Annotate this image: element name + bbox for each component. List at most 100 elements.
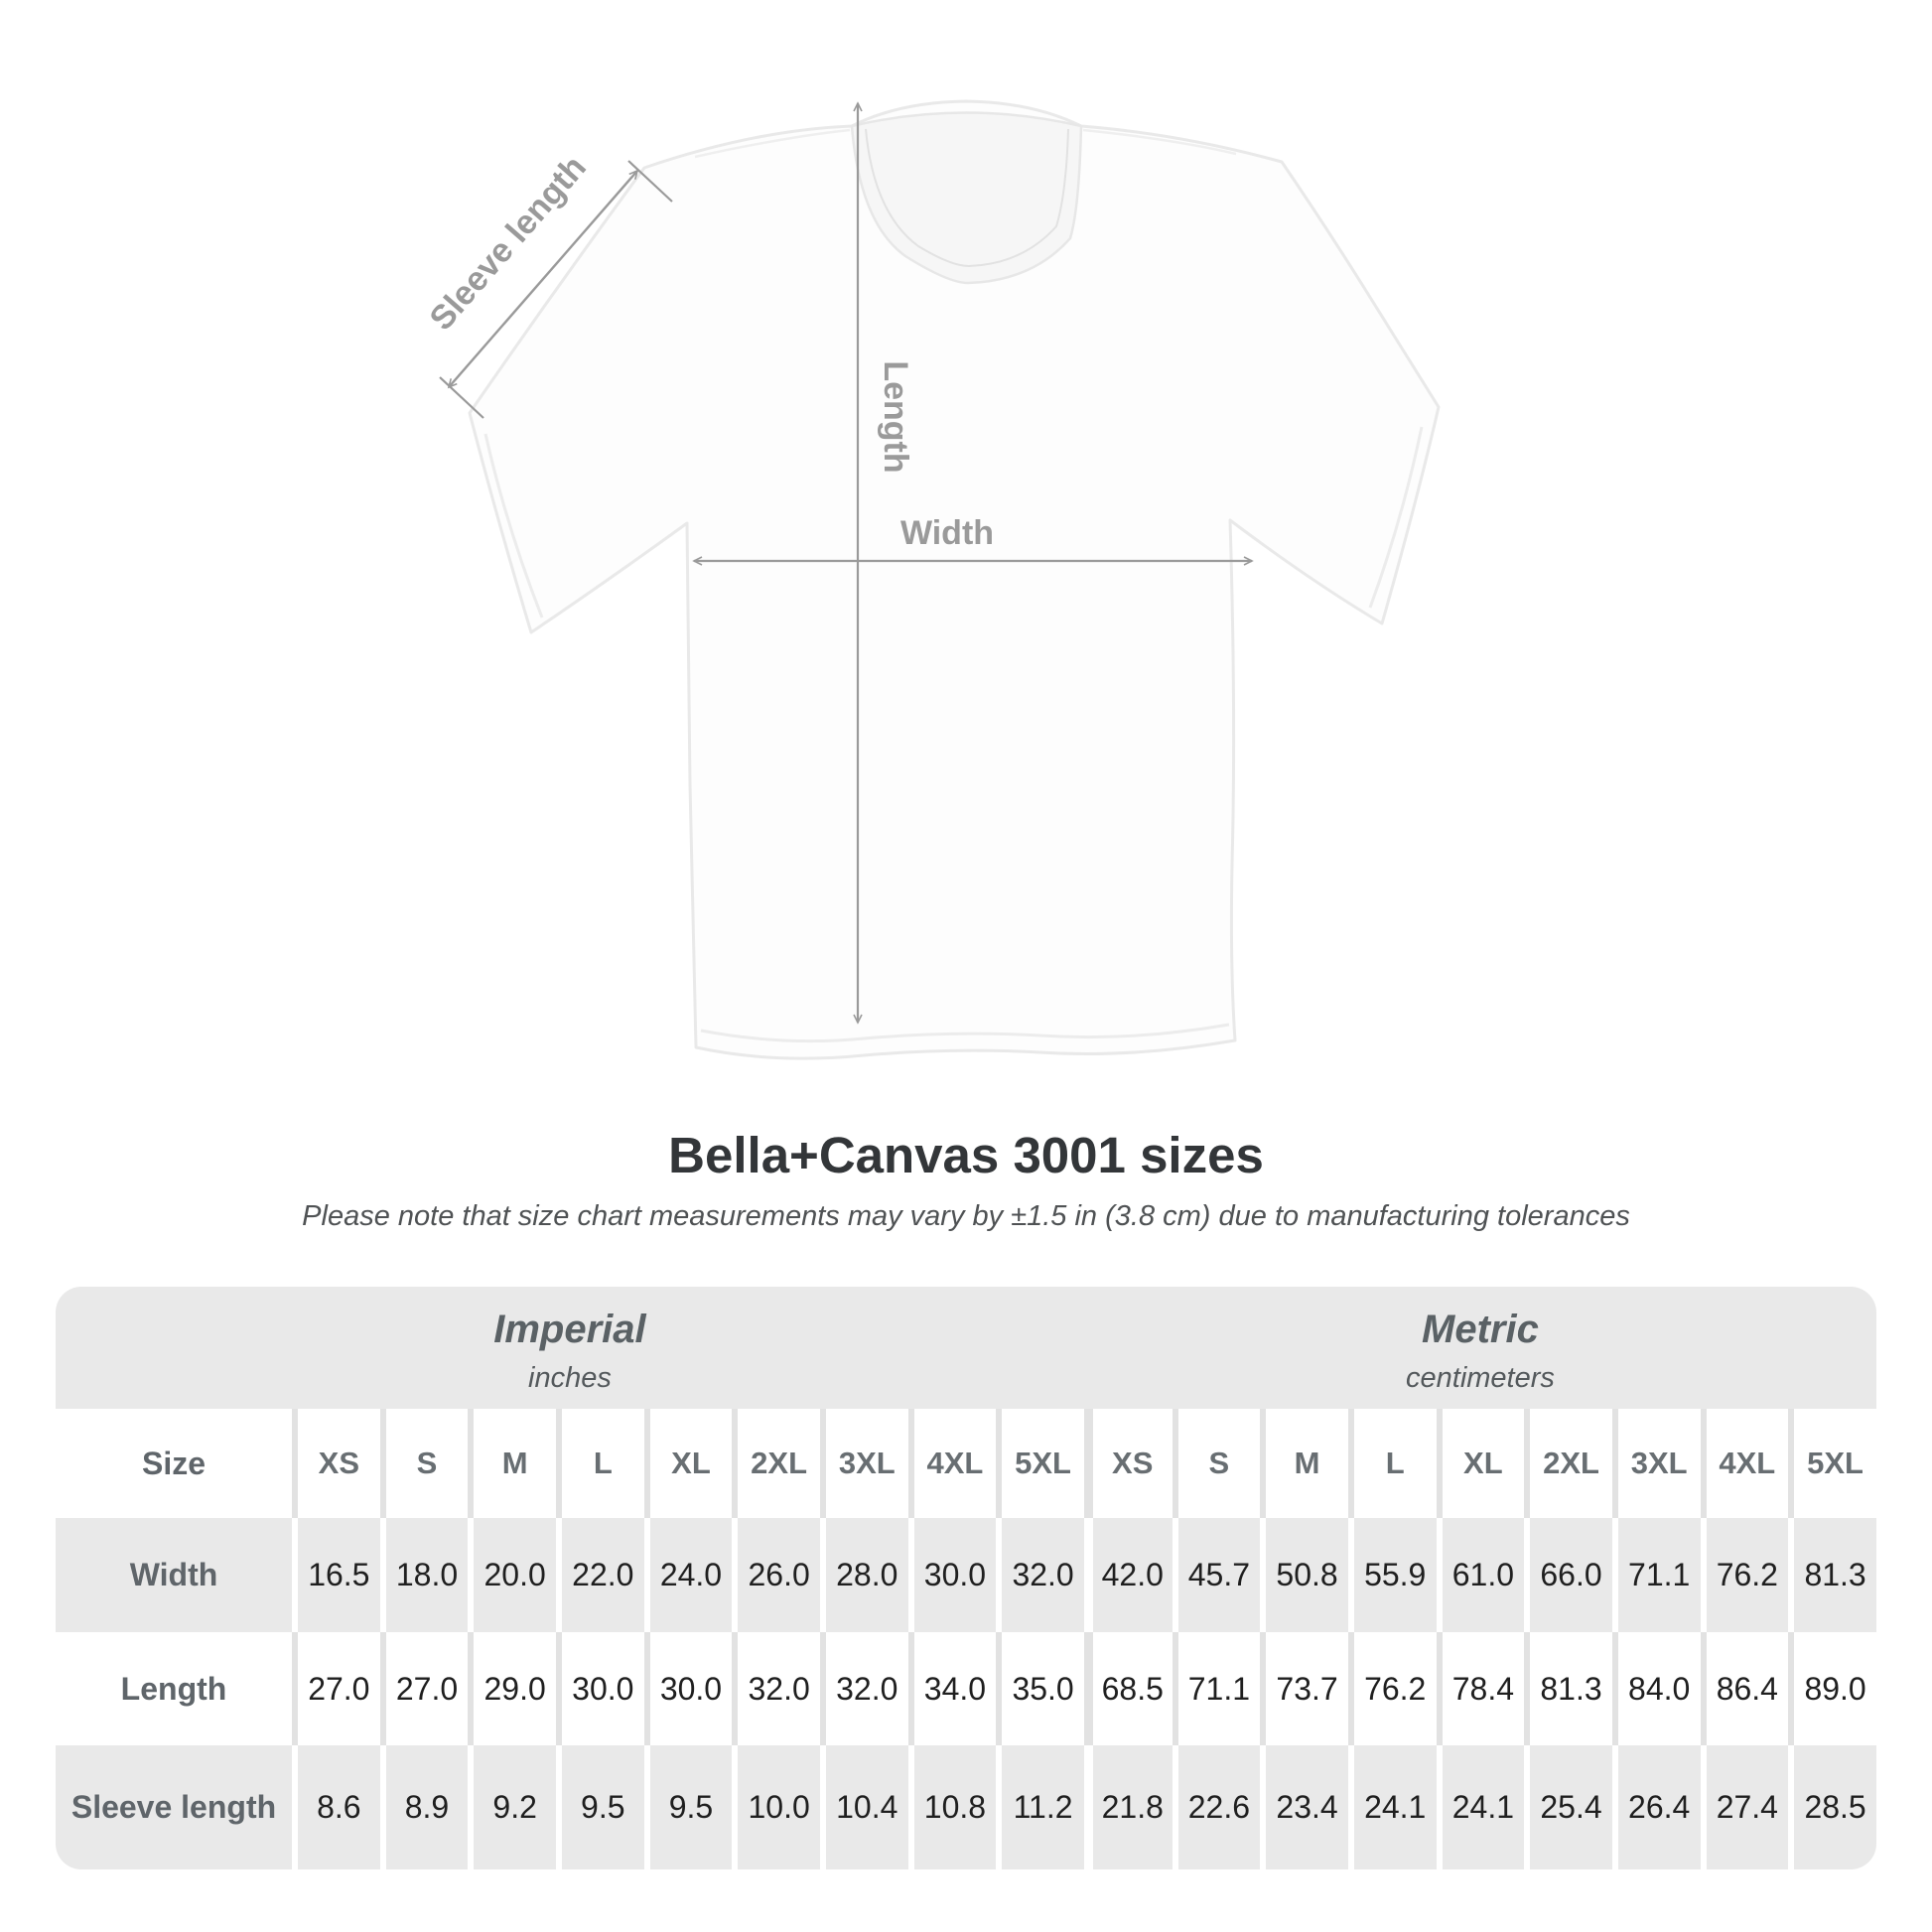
table-cell: 8.6 [292, 1745, 380, 1869]
table-cell: 24.1 [1436, 1745, 1525, 1869]
metric-header-cell: Metric centimeters [1083, 1287, 1876, 1409]
table-cell: 30.0 [907, 1518, 997, 1632]
size-header: S [1172, 1409, 1261, 1518]
size-header: 2XL [1524, 1409, 1612, 1518]
table-cell: 89.0 [1788, 1632, 1876, 1745]
table-cell: 24.1 [1347, 1745, 1437, 1869]
imperial-header-cell: Imperial inches [56, 1287, 1084, 1409]
unit-header-row: Imperial inches Metric centimeters [56, 1287, 1876, 1409]
row-label: Length [56, 1632, 292, 1745]
table-cell: 25.4 [1524, 1745, 1612, 1869]
metric-label: Metric [1422, 1307, 1539, 1351]
size-header: M [468, 1409, 556, 1518]
table-cell: 28.5 [1788, 1745, 1876, 1869]
size-header: XL [1436, 1409, 1525, 1518]
size-header: 4XL [1700, 1409, 1789, 1518]
table-cell: 9.5 [555, 1745, 644, 1869]
table-cell: 16.5 [292, 1518, 380, 1632]
table-cell: 61.0 [1436, 1518, 1525, 1632]
table-cell: 78.4 [1436, 1632, 1525, 1745]
table-cell: 42.0 [1083, 1518, 1173, 1632]
sleeve-length-tick-top [627, 160, 673, 203]
table-cell: 27.0 [292, 1632, 380, 1745]
table-cell: 29.0 [468, 1632, 556, 1745]
size-header-row: Size XS S M L XL 2XL 3XL 4XL 5XL XS S M … [56, 1409, 1876, 1518]
table-cell: 71.1 [1611, 1518, 1701, 1632]
size-header: 4XL [907, 1409, 997, 1518]
size-header: S [379, 1409, 469, 1518]
table-cell: 23.4 [1260, 1745, 1348, 1869]
table-cell: 30.0 [643, 1632, 733, 1745]
table-cell: 10.0 [732, 1745, 820, 1869]
row-label: Width [56, 1518, 292, 1632]
table-cell: 32.0 [819, 1632, 908, 1745]
length-label: Length [877, 360, 914, 473]
table-cell: 22.6 [1172, 1745, 1261, 1869]
table-cell: 76.2 [1347, 1632, 1437, 1745]
table-cell: 32.0 [996, 1518, 1084, 1632]
table-cell: 10.8 [907, 1745, 997, 1869]
table-cell: 35.0 [996, 1632, 1084, 1745]
sleeve-length-arrow [447, 169, 639, 389]
tshirt-measurement-diagram: Sleeve length Length Width [422, 99, 1441, 1060]
table-cell: 8.9 [379, 1745, 469, 1869]
size-header: XL [643, 1409, 733, 1518]
table-cell: 28.0 [819, 1518, 908, 1632]
table-cell: 86.4 [1700, 1632, 1789, 1745]
table-cell: 32.0 [732, 1632, 820, 1745]
width-annotation: Width [692, 514, 1254, 566]
table-cell: 27.0 [379, 1632, 469, 1745]
page-title: Bella+Canvas 3001 sizes [668, 1127, 1264, 1183]
size-header: 2XL [732, 1409, 820, 1518]
size-header: 3XL [819, 1409, 908, 1518]
table-cell: 81.3 [1524, 1632, 1612, 1745]
table-cell: 11.2 [996, 1745, 1084, 1869]
table-cell: 9.2 [468, 1745, 556, 1869]
sleeve-length-row: Sleeve length 8.6 8.9 9.2 9.5 9.5 10.0 1… [56, 1745, 1876, 1869]
tshirt-illustration [468, 99, 1441, 1060]
size-chart-table: Imperial inches Metric centimeters Size … [56, 1287, 1876, 1869]
table-cell: 55.9 [1347, 1518, 1437, 1632]
size-header: L [1347, 1409, 1437, 1518]
table-cell: 10.4 [819, 1745, 908, 1869]
table-cell: 73.7 [1260, 1632, 1348, 1745]
size-header: L [555, 1409, 644, 1518]
table-cell: 81.3 [1788, 1518, 1876, 1632]
table-cell: 27.4 [1700, 1745, 1789, 1869]
tolerance-note: Please note that size chart measurements… [302, 1200, 1630, 1232]
table-cell: 21.8 [1083, 1745, 1173, 1869]
table-cell: 50.8 [1260, 1518, 1348, 1632]
table-cell: 34.0 [907, 1632, 997, 1745]
table-cell: 45.7 [1172, 1518, 1261, 1632]
table-cell: 76.2 [1700, 1518, 1789, 1632]
row-label: Sleeve length [56, 1745, 292, 1869]
size-header: 5XL [1788, 1409, 1876, 1518]
size-column-header: Size [56, 1409, 292, 1518]
size-header: XS [292, 1409, 380, 1518]
table-cell: 18.0 [379, 1518, 469, 1632]
table-cell: 66.0 [1524, 1518, 1612, 1632]
table-cell: 84.0 [1611, 1632, 1701, 1745]
table-cell: 26.4 [1611, 1745, 1701, 1869]
table-cell: 26.0 [732, 1518, 820, 1632]
size-chart-table-container: Imperial inches Metric centimeters Size … [56, 1287, 1876, 1869]
imperial-unit: inches [528, 1361, 612, 1394]
tshirt-diagram-svg: Sleeve length Length Width [422, 99, 1441, 1060]
table-cell: 24.0 [643, 1518, 733, 1632]
width-label: Width [900, 514, 994, 552]
width-row: Width 16.5 18.0 20.0 22.0 24.0 26.0 28.0… [56, 1518, 1876, 1632]
size-header: M [1260, 1409, 1348, 1518]
table-cell: 20.0 [468, 1518, 556, 1632]
table-cell: 71.1 [1172, 1632, 1261, 1745]
table-cell: 9.5 [643, 1745, 733, 1869]
metric-unit: centimeters [1406, 1361, 1555, 1394]
sleeve-length-tick-bottom [439, 376, 484, 419]
table-cell: 68.5 [1083, 1632, 1173, 1745]
size-header: 3XL [1611, 1409, 1701, 1518]
table-cell: 30.0 [555, 1632, 644, 1745]
length-row: Length 27.0 27.0 29.0 30.0 30.0 32.0 32.… [56, 1632, 1876, 1745]
size-header: XS [1083, 1409, 1173, 1518]
imperial-label: Imperial [493, 1307, 646, 1351]
size-header: 5XL [996, 1409, 1084, 1518]
table-cell: 22.0 [555, 1518, 644, 1632]
